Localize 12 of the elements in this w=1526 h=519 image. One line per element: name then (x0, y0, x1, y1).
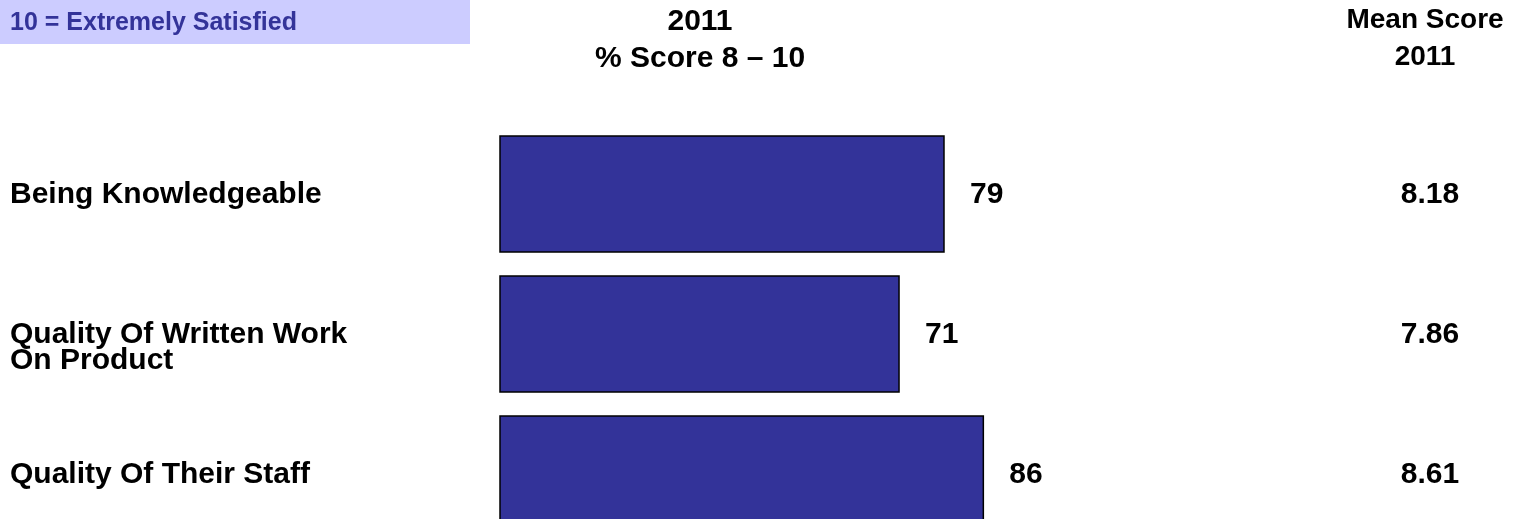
y-tick-label: Quality Of Written Work On Product (10, 316, 348, 375)
data-label: 71 (925, 316, 959, 349)
data-label: 86 (1009, 456, 1043, 489)
chart-title: 2011 % Score 8 – 10 (594, 3, 806, 73)
text: 8.18 (1400, 176, 1460, 209)
text: 7.86 (1400, 316, 1460, 349)
y-tick-label: Quality Of Their Staff (10, 456, 312, 489)
text: 10 = Extremely Satisfied (10, 7, 297, 35)
data-label: 79 (969, 176, 1004, 209)
text: 8.61 (1400, 456, 1460, 489)
text: Mean Score 2011 (1346, 3, 1504, 71)
y-tick-label: Being Knowledgeable (10, 176, 322, 209)
